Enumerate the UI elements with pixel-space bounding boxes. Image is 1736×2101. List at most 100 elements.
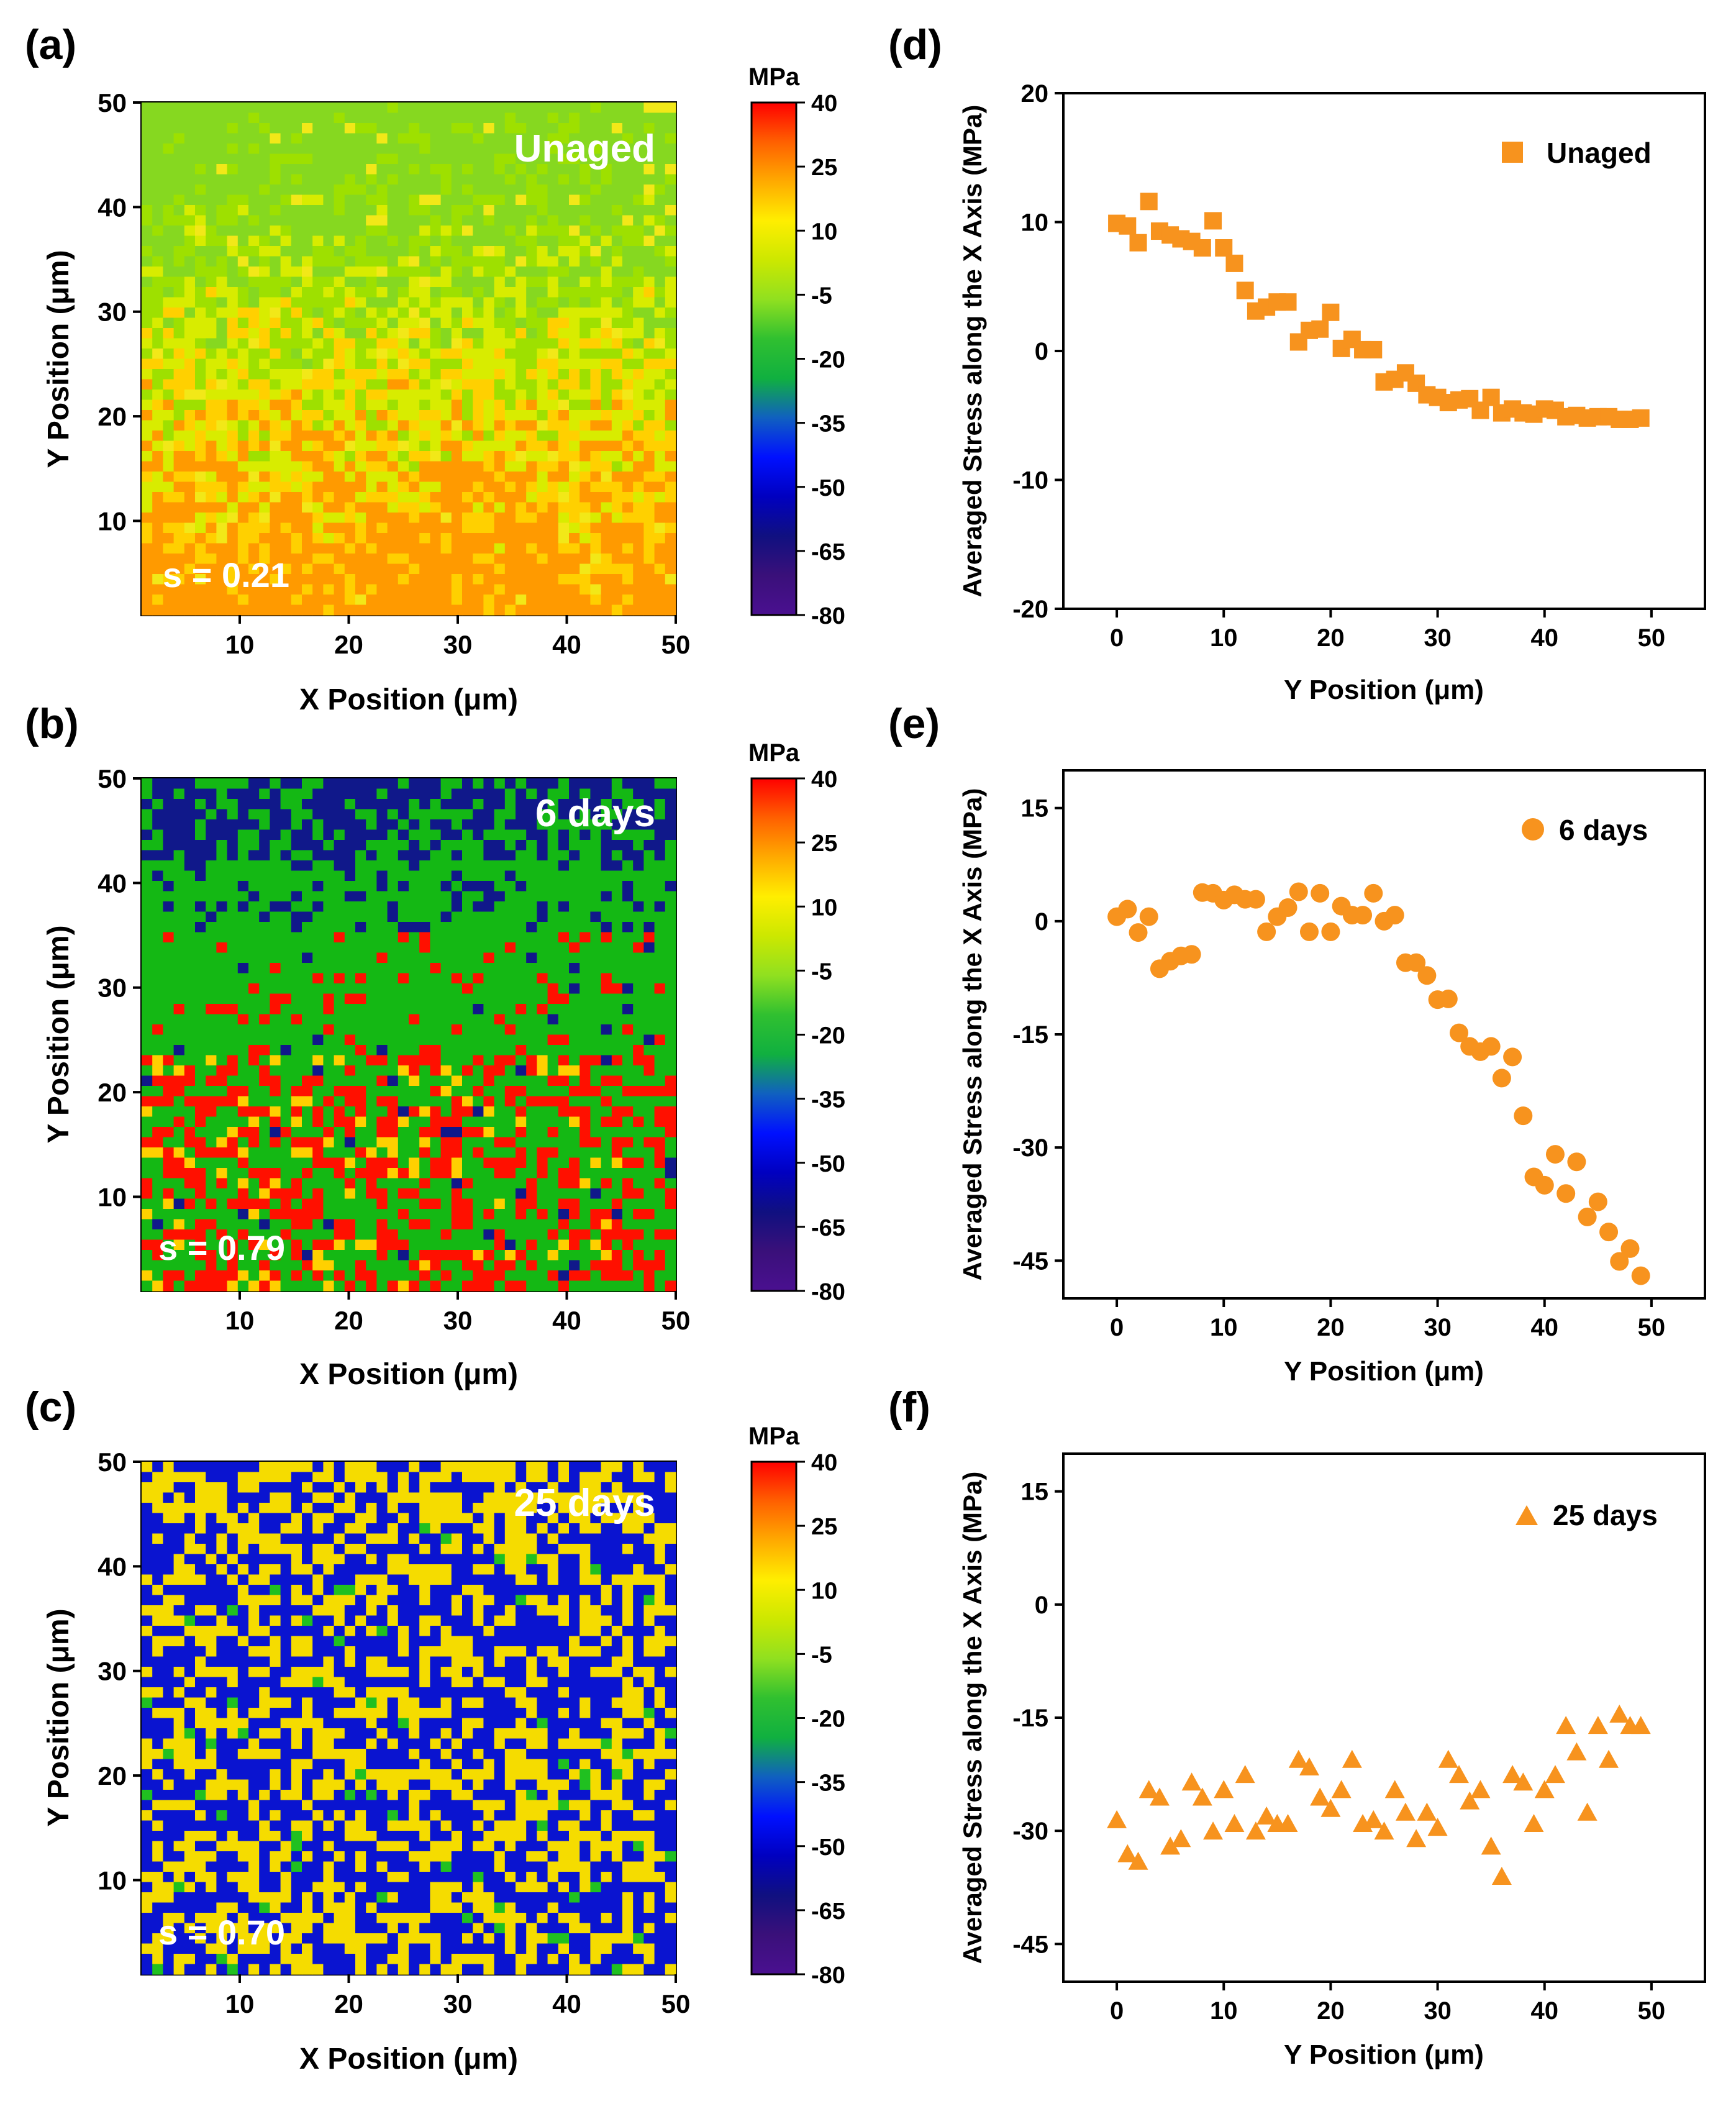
heatmap-cell	[601, 543, 612, 554]
heatmap-cell	[323, 390, 335, 401]
heatmap-cell	[184, 1096, 196, 1107]
heatmap-cell	[173, 440, 185, 452]
heatmap-cell	[142, 1188, 153, 1200]
heatmap-cell	[504, 1178, 516, 1189]
heatmap-cell	[184, 1219, 196, 1230]
heatmap-cell	[547, 952, 559, 964]
heatmap-cell	[206, 533, 217, 544]
heatmap-cell	[558, 215, 570, 226]
heatmap-cell	[142, 1075, 153, 1087]
heatmap-cell	[227, 431, 239, 442]
heatmap-cell	[163, 1147, 175, 1159]
heatmap-cell	[665, 554, 676, 565]
heatmap-cell	[547, 993, 559, 1005]
heatmap-cell	[312, 358, 324, 370]
heatmap-cell	[376, 533, 388, 544]
heatmap-cell	[430, 1127, 442, 1138]
heatmap-cell	[344, 379, 356, 390]
heatmap-cell	[184, 584, 196, 595]
heatmap-cell	[409, 451, 420, 462]
heatmap-cell	[173, 901, 185, 913]
heatmap-cell	[184, 205, 196, 216]
heatmap-cell	[526, 112, 537, 124]
heatmap-cell	[173, 1055, 185, 1066]
heatmap-cell	[312, 922, 324, 933]
heatmap-cell	[409, 369, 420, 380]
heatmap-cell	[173, 226, 185, 237]
heatmap-cell	[227, 1168, 239, 1179]
heatmap-cell	[483, 595, 495, 606]
heatmap-cell	[237, 799, 249, 810]
heatmap-cell	[601, 891, 612, 902]
heatmap-cell	[163, 215, 175, 226]
heatmap-cell	[409, 410, 420, 421]
heatmap-cell	[227, 584, 239, 595]
heatmap-cell	[280, 133, 292, 144]
heatmap-cell	[440, 1270, 452, 1282]
heatmap-cell	[323, 1096, 335, 1107]
heatmap-cell	[558, 1127, 570, 1138]
heatmap-cell	[665, 522, 676, 534]
heatmap-cell	[184, 399, 196, 411]
heatmap-cell	[312, 472, 324, 483]
heatmap-cell	[259, 1034, 270, 1046]
heatmap-cell	[643, 513, 655, 524]
heatmap-cell	[569, 205, 580, 216]
heatmap-cell	[494, 472, 506, 483]
heatmap-cell	[184, 1024, 196, 1036]
heatmap-cell	[473, 870, 484, 882]
heatmap-cell	[355, 431, 366, 442]
heatmap-cell	[643, 860, 655, 872]
heatmap-cell	[334, 819, 345, 831]
heatmap-cell	[654, 860, 666, 872]
heatmap-cell	[633, 1004, 644, 1015]
heatmap-cell	[270, 358, 281, 370]
heatmap-cell	[163, 267, 175, 278]
heatmap-cell	[611, 481, 623, 493]
heatmap-cell	[334, 215, 345, 226]
heatmap-cell	[643, 440, 655, 452]
heatmap-cell	[206, 1106, 217, 1118]
heatmap-cell	[280, 1168, 292, 1179]
heatmap-cell	[601, 973, 612, 984]
heatmap-cell	[206, 502, 217, 513]
heatmap-cell	[516, 993, 527, 1005]
heatmap-cell	[483, 1065, 495, 1077]
heatmap-cell	[184, 1065, 196, 1077]
heatmap-cell	[579, 1045, 591, 1056]
heatmap-cell	[665, 932, 676, 943]
heatmap-cell	[611, 1045, 623, 1056]
heatmap-cell	[280, 829, 292, 841]
heatmap-cell	[494, 112, 506, 124]
heatmap-cell	[355, 1198, 366, 1210]
heatmap-cell	[259, 1270, 270, 1282]
heatmap-cell	[516, 1096, 527, 1107]
heatmap-cell	[173, 604, 185, 616]
heatmap-cell	[451, 952, 463, 964]
heatmap-cell	[376, 604, 388, 616]
heatmap-cell	[537, 778, 548, 790]
heatmap-cell	[473, 390, 484, 401]
heatmap-cell	[504, 1045, 516, 1056]
heatmap-cell	[483, 256, 495, 267]
heatmap-cell	[302, 390, 313, 401]
heatmap-cell	[665, 778, 676, 790]
heatmap-cell	[611, 881, 623, 892]
heatmap-cell	[473, 1270, 484, 1282]
heatmap-cell	[227, 451, 239, 462]
heatmap-cell	[312, 379, 324, 390]
heatmap-cell	[569, 543, 580, 554]
heatmap-cell	[302, 420, 313, 431]
heatmap-cell	[344, 1086, 356, 1097]
heatmap-cell	[152, 174, 163, 185]
heatmap-cell	[633, 481, 644, 493]
heatmap-cell	[334, 574, 345, 585]
heatmap-cell	[291, 399, 302, 411]
heatmap-cell	[590, 1034, 602, 1046]
heatmap-cell	[302, 1116, 313, 1128]
heatmap-cell	[323, 431, 335, 442]
heatmap-cell	[569, 112, 580, 124]
heatmap-cell	[195, 1137, 206, 1148]
heatmap-cell	[590, 513, 602, 524]
heatmap-cell	[622, 850, 634, 861]
